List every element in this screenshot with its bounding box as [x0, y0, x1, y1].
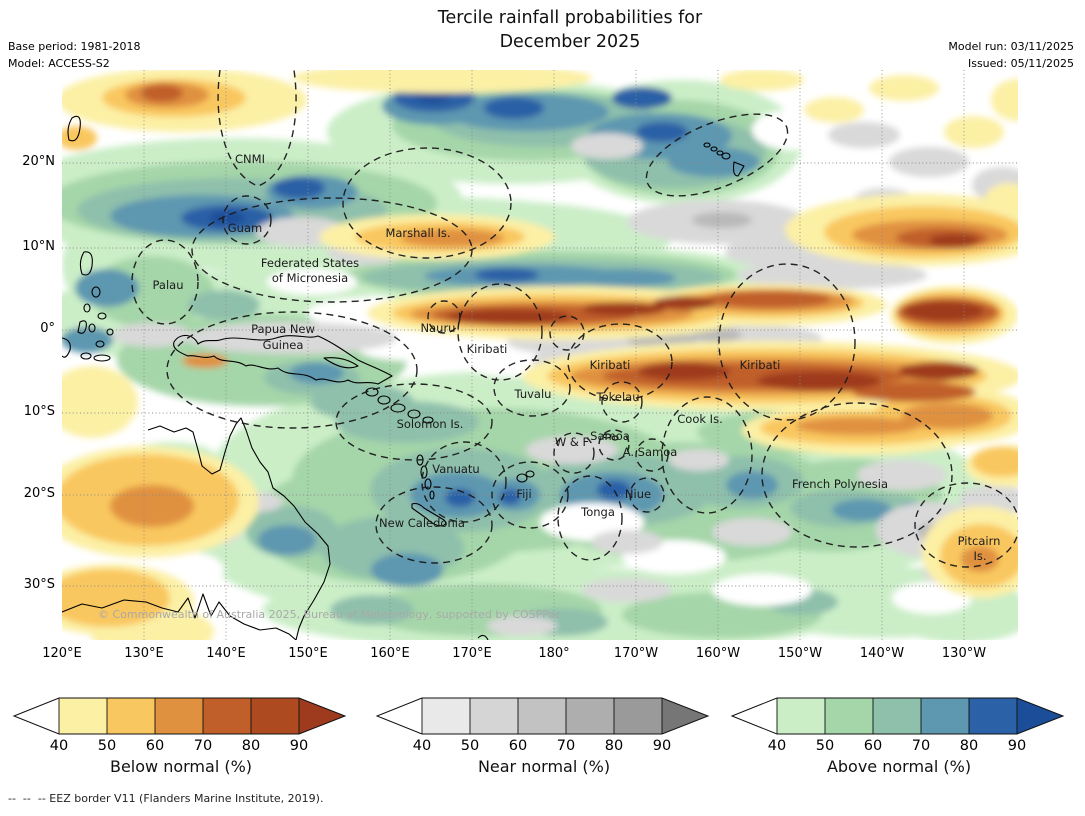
x-axis-tick-label: 130°W — [941, 646, 987, 661]
legend-below-normal: 40 50 60 70 80 90 Below normal (%) — [5, 696, 357, 786]
model-label: Model: ACCESS-S2 — [8, 57, 110, 70]
base-period-label: Base period: 1981-2018 — [8, 40, 141, 53]
y-axis-tick-label: 20°S — [23, 486, 55, 501]
eez-borders — [131, 70, 1018, 568]
colorbar — [375, 697, 710, 735]
colorbar-tick-label: 40 — [412, 738, 432, 754]
colorbar-tick-label: 40 — [767, 738, 787, 754]
colorbar-tick-label: 80 — [241, 738, 261, 754]
x-axis-tick-label: 180° — [538, 646, 570, 661]
colorbar-tick-label: 70 — [911, 738, 931, 754]
x-axis-tick-label: 120°E — [42, 646, 82, 661]
page-title: Tercile rainfall probabilities for Decem… — [438, 6, 702, 54]
x-axis-tick-label: 160°E — [370, 646, 410, 661]
y-axis-tick-label: 0° — [40, 321, 55, 336]
rainfall-probability-field — [62, 70, 1018, 640]
y-axis-tick-label: 30°S — [23, 577, 55, 592]
colorbar-title: Below normal (%) — [109, 757, 253, 776]
x-axis-tick-label: 170°W — [613, 646, 659, 661]
title-line-1: Tercile rainfall probabilities for — [437, 8, 703, 28]
probability-blobs — [62, 70, 1018, 640]
x-axis-tick-label: 160°W — [695, 646, 741, 661]
colorbar-title: Above normal (%) — [826, 757, 972, 776]
colorbar-tick-label: 60 — [145, 738, 165, 754]
colorbar-tick-label: 60 — [863, 738, 883, 754]
x-axis-tick-label: 150°W — [777, 646, 823, 661]
colorbar-title: Near normal (%) — [477, 757, 611, 776]
colorbar — [730, 697, 1065, 735]
x-axis-tick-label: 140°E — [206, 646, 246, 661]
colorbar-tick-label: 80 — [959, 738, 979, 754]
colorbar-tick-label: 70 — [193, 738, 213, 754]
y-axis-tick-label: 10°S — [23, 404, 55, 419]
colorbar-tick-label: 70 — [556, 738, 576, 754]
model-run-label: Model run: 03/11/2025 — [948, 40, 1074, 53]
colorbar-tick-label: 60 — [508, 738, 528, 754]
colorbar-tick-label: 90 — [652, 738, 672, 754]
legend-near-normal: 40 50 60 70 80 90 Near normal (%) — [368, 696, 720, 786]
graticule-gridlines — [62, 70, 1018, 640]
map-canvas — [62, 70, 1018, 640]
x-axis-tick-label: 150°E — [288, 646, 328, 661]
legend-above-normal: 40 50 60 70 80 90 Above normal (%) — [723, 696, 1075, 786]
y-axis-tick-label: 10°N — [22, 239, 55, 254]
colorbar-tick-label: 40 — [49, 738, 69, 754]
colorbar-tick-label: 50 — [460, 738, 480, 754]
y-axis-tick-label: 20°N — [22, 154, 55, 169]
coastlines — [62, 115, 745, 640]
title-line-2: December 2025 — [499, 32, 641, 52]
colorbar-tick-label: 80 — [604, 738, 624, 754]
colorbar-tick-label: 90 — [1007, 738, 1027, 754]
colorbar-tick-label: 50 — [97, 738, 117, 754]
issued-label: Issued: 05/11/2025 — [967, 57, 1074, 70]
colorbar-tick-label: 90 — [289, 738, 309, 754]
colorbar — [12, 697, 347, 735]
x-axis-tick-label: 130°E — [124, 646, 164, 661]
x-axis-tick-label: 140°W — [859, 646, 905, 661]
x-axis-tick-label: 170°E — [452, 646, 492, 661]
colorbar-tick-label: 50 — [815, 738, 835, 754]
eez-footnote: -- -- -- EEZ border V11 (Flanders Marine… — [8, 792, 324, 805]
